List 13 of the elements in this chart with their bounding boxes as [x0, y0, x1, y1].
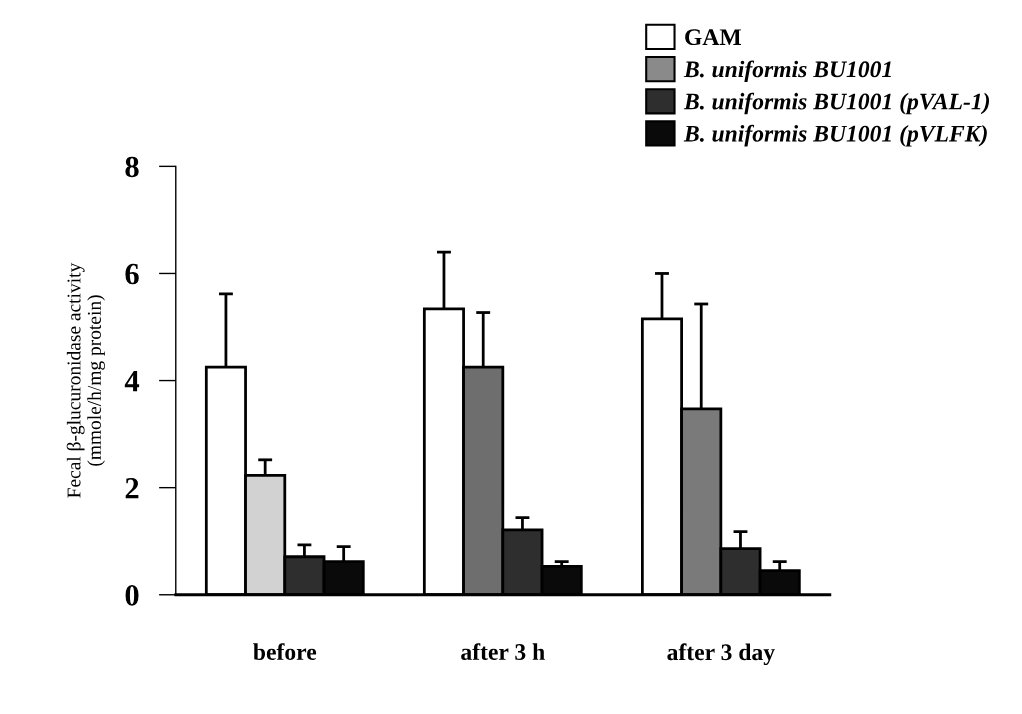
y-tick-label: 8	[125, 156, 139, 178]
y-tick-label: 2	[125, 478, 139, 499]
y-axis-title: Fecal β-glucuronidase activity (mmole/h/mg protein)	[66, 262, 105, 498]
y-tick-label: 0	[125, 585, 139, 606]
x-tick-label: after 3 day	[667, 643, 775, 666]
y-tick-label: 4	[124, 371, 140, 392]
legend-label: B. uniformis BU1001 (pVLFK)	[683, 124, 987, 147]
legend-label: B. uniformis BU1001 (pVAL-1)	[683, 92, 990, 115]
x-tick-label: before	[253, 643, 317, 660]
legend-label: B. uniformis BU1001	[683, 60, 891, 83]
x-tick-label: after 3 h	[461, 643, 545, 660]
y-tick-label: 6	[125, 263, 139, 285]
legend-label: GAM	[685, 29, 741, 46]
